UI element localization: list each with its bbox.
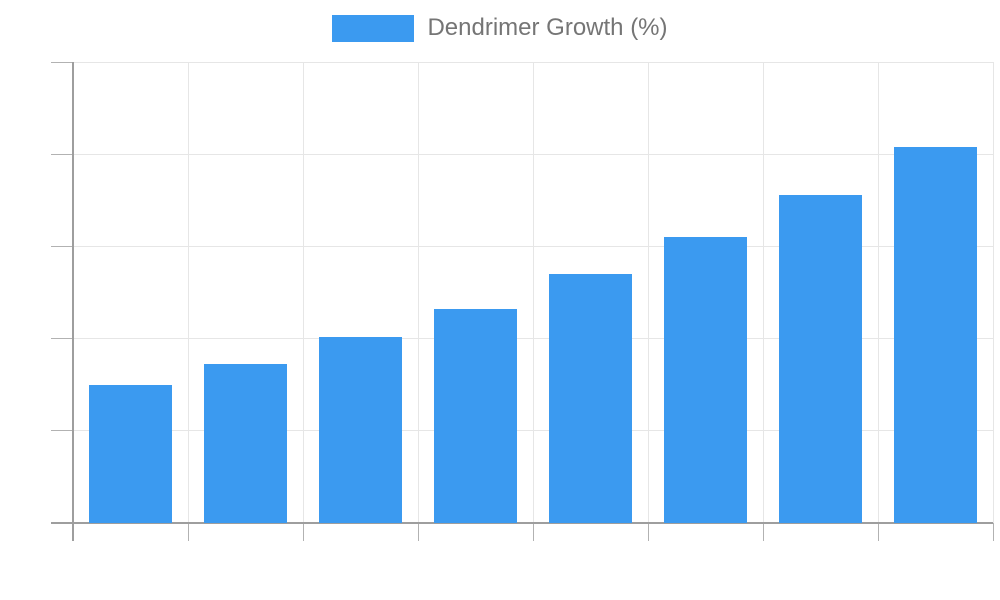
bar[interactable] — [894, 146, 977, 523]
y-axis-tick — [51, 245, 73, 247]
y-axis-tick — [51, 338, 73, 340]
y-axis-tick-label — [0, 416, 51, 446]
y-axis-tick — [51, 430, 73, 432]
x-axis-tick — [647, 523, 649, 541]
x-axis-category-label — [781, 533, 942, 588]
x-gridline — [877, 62, 879, 523]
x-gridline — [187, 62, 189, 523]
x-axis-tick — [187, 523, 189, 541]
y-axis-tick — [51, 61, 73, 63]
x-gridline — [992, 62, 994, 523]
x-gridline — [417, 62, 419, 523]
bar[interactable] — [434, 309, 517, 523]
y-axis-tick-label — [0, 324, 51, 354]
legend-swatch — [332, 14, 415, 42]
x-axis-category-label — [206, 533, 367, 588]
x-axis-tick — [532, 523, 534, 541]
x-axis-category-label — [321, 533, 482, 588]
bar[interactable] — [204, 364, 287, 523]
bar[interactable] — [89, 384, 172, 523]
x-axis-tick — [762, 523, 764, 541]
x-axis-category-label — [91, 533, 252, 588]
y-axis-tick-label — [0, 231, 51, 261]
bar[interactable] — [779, 194, 862, 523]
x-axis-tick — [992, 523, 994, 541]
x-axis-tick — [302, 523, 304, 541]
y-axis-tick-label — [0, 508, 51, 538]
x-gridline — [762, 62, 764, 523]
y-axis-tick-label — [0, 47, 51, 77]
x-axis-tick — [417, 523, 419, 541]
x-axis-category-label — [436, 533, 597, 588]
y-axis-tick — [51, 153, 73, 155]
x-axis-line — [51, 522, 993, 524]
x-axis-tick — [877, 523, 879, 541]
bar[interactable] — [549, 274, 632, 523]
x-gridline — [302, 62, 304, 523]
legend-item[interactable]: Dendrimer Growth (%) — [0, 14, 1000, 42]
bar[interactable] — [319, 336, 402, 523]
legend-label: Dendrimer Growth (%) — [427, 14, 668, 41]
x-axis-category-label — [551, 533, 712, 588]
y-axis-tick-label — [0, 139, 51, 169]
x-axis-category-label — [0, 533, 137, 588]
y-axis-line — [72, 62, 74, 541]
x-gridline — [647, 62, 649, 523]
x-axis-category-label — [666, 533, 827, 588]
bar[interactable] — [664, 237, 747, 523]
x-gridline — [532, 62, 534, 523]
